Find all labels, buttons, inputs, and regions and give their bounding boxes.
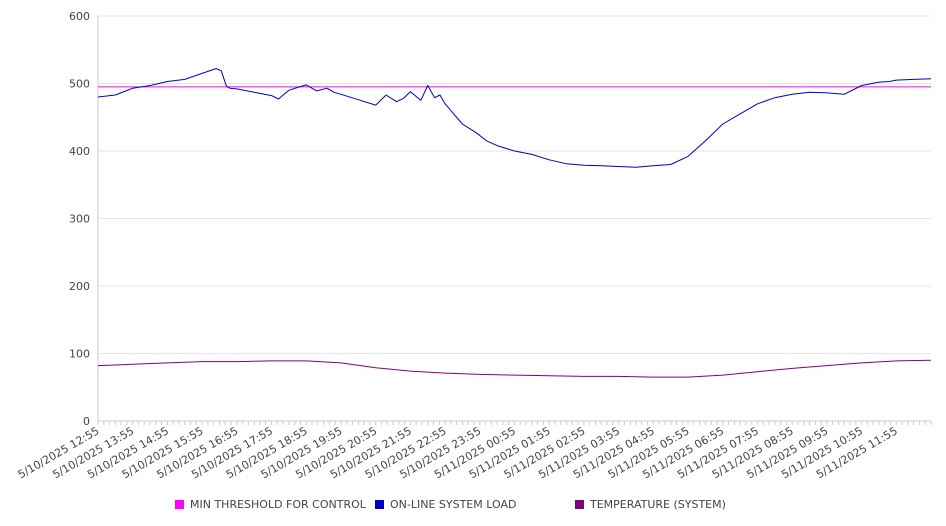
y-tick-label: 100	[69, 348, 90, 361]
series-layer	[97, 68, 932, 378]
legend-item-min-threshold[interactable]: MIN THRESHOLD FOR CONTROL	[175, 498, 366, 511]
legend-item-temperature[interactable]: TEMPERATURE (SYSTEM)	[575, 498, 726, 511]
y-tick-label: 400	[69, 145, 90, 158]
x-axis-ticks: 5/10/2025 12:555/10/2025 13:555/10/2025 …	[16, 424, 900, 481]
y-tick-label: 300	[69, 213, 90, 226]
legend-swatch-min-threshold	[175, 500, 184, 509]
legend-swatch-temperature	[575, 500, 584, 509]
series-line-system-load	[97, 68, 932, 168]
y-tick-label: 0	[83, 415, 90, 428]
y-tick-label: 500	[69, 78, 90, 91]
legend: MIN THRESHOLD FOR CONTROL ON-LINE SYSTEM…	[0, 498, 946, 514]
series-line-temperature	[97, 359, 932, 378]
legend-swatch-system-load	[375, 500, 384, 509]
grid-lines	[98, 15, 931, 354]
legend-label-system-load: ON-LINE SYSTEM LOAD	[390, 498, 517, 511]
axes	[97, 16, 932, 425]
y-tick-label: 600	[69, 10, 90, 23]
y-axis-ticks: 0 100 200 300 400 500 600	[69, 10, 90, 428]
legend-label-min-threshold: MIN THRESHOLD FOR CONTROL	[190, 498, 366, 511]
y-tick-label: 200	[69, 280, 90, 293]
legend-label-temperature: TEMPERATURE (SYSTEM)	[590, 498, 726, 511]
legend-item-system-load[interactable]: ON-LINE SYSTEM LOAD	[375, 498, 516, 511]
